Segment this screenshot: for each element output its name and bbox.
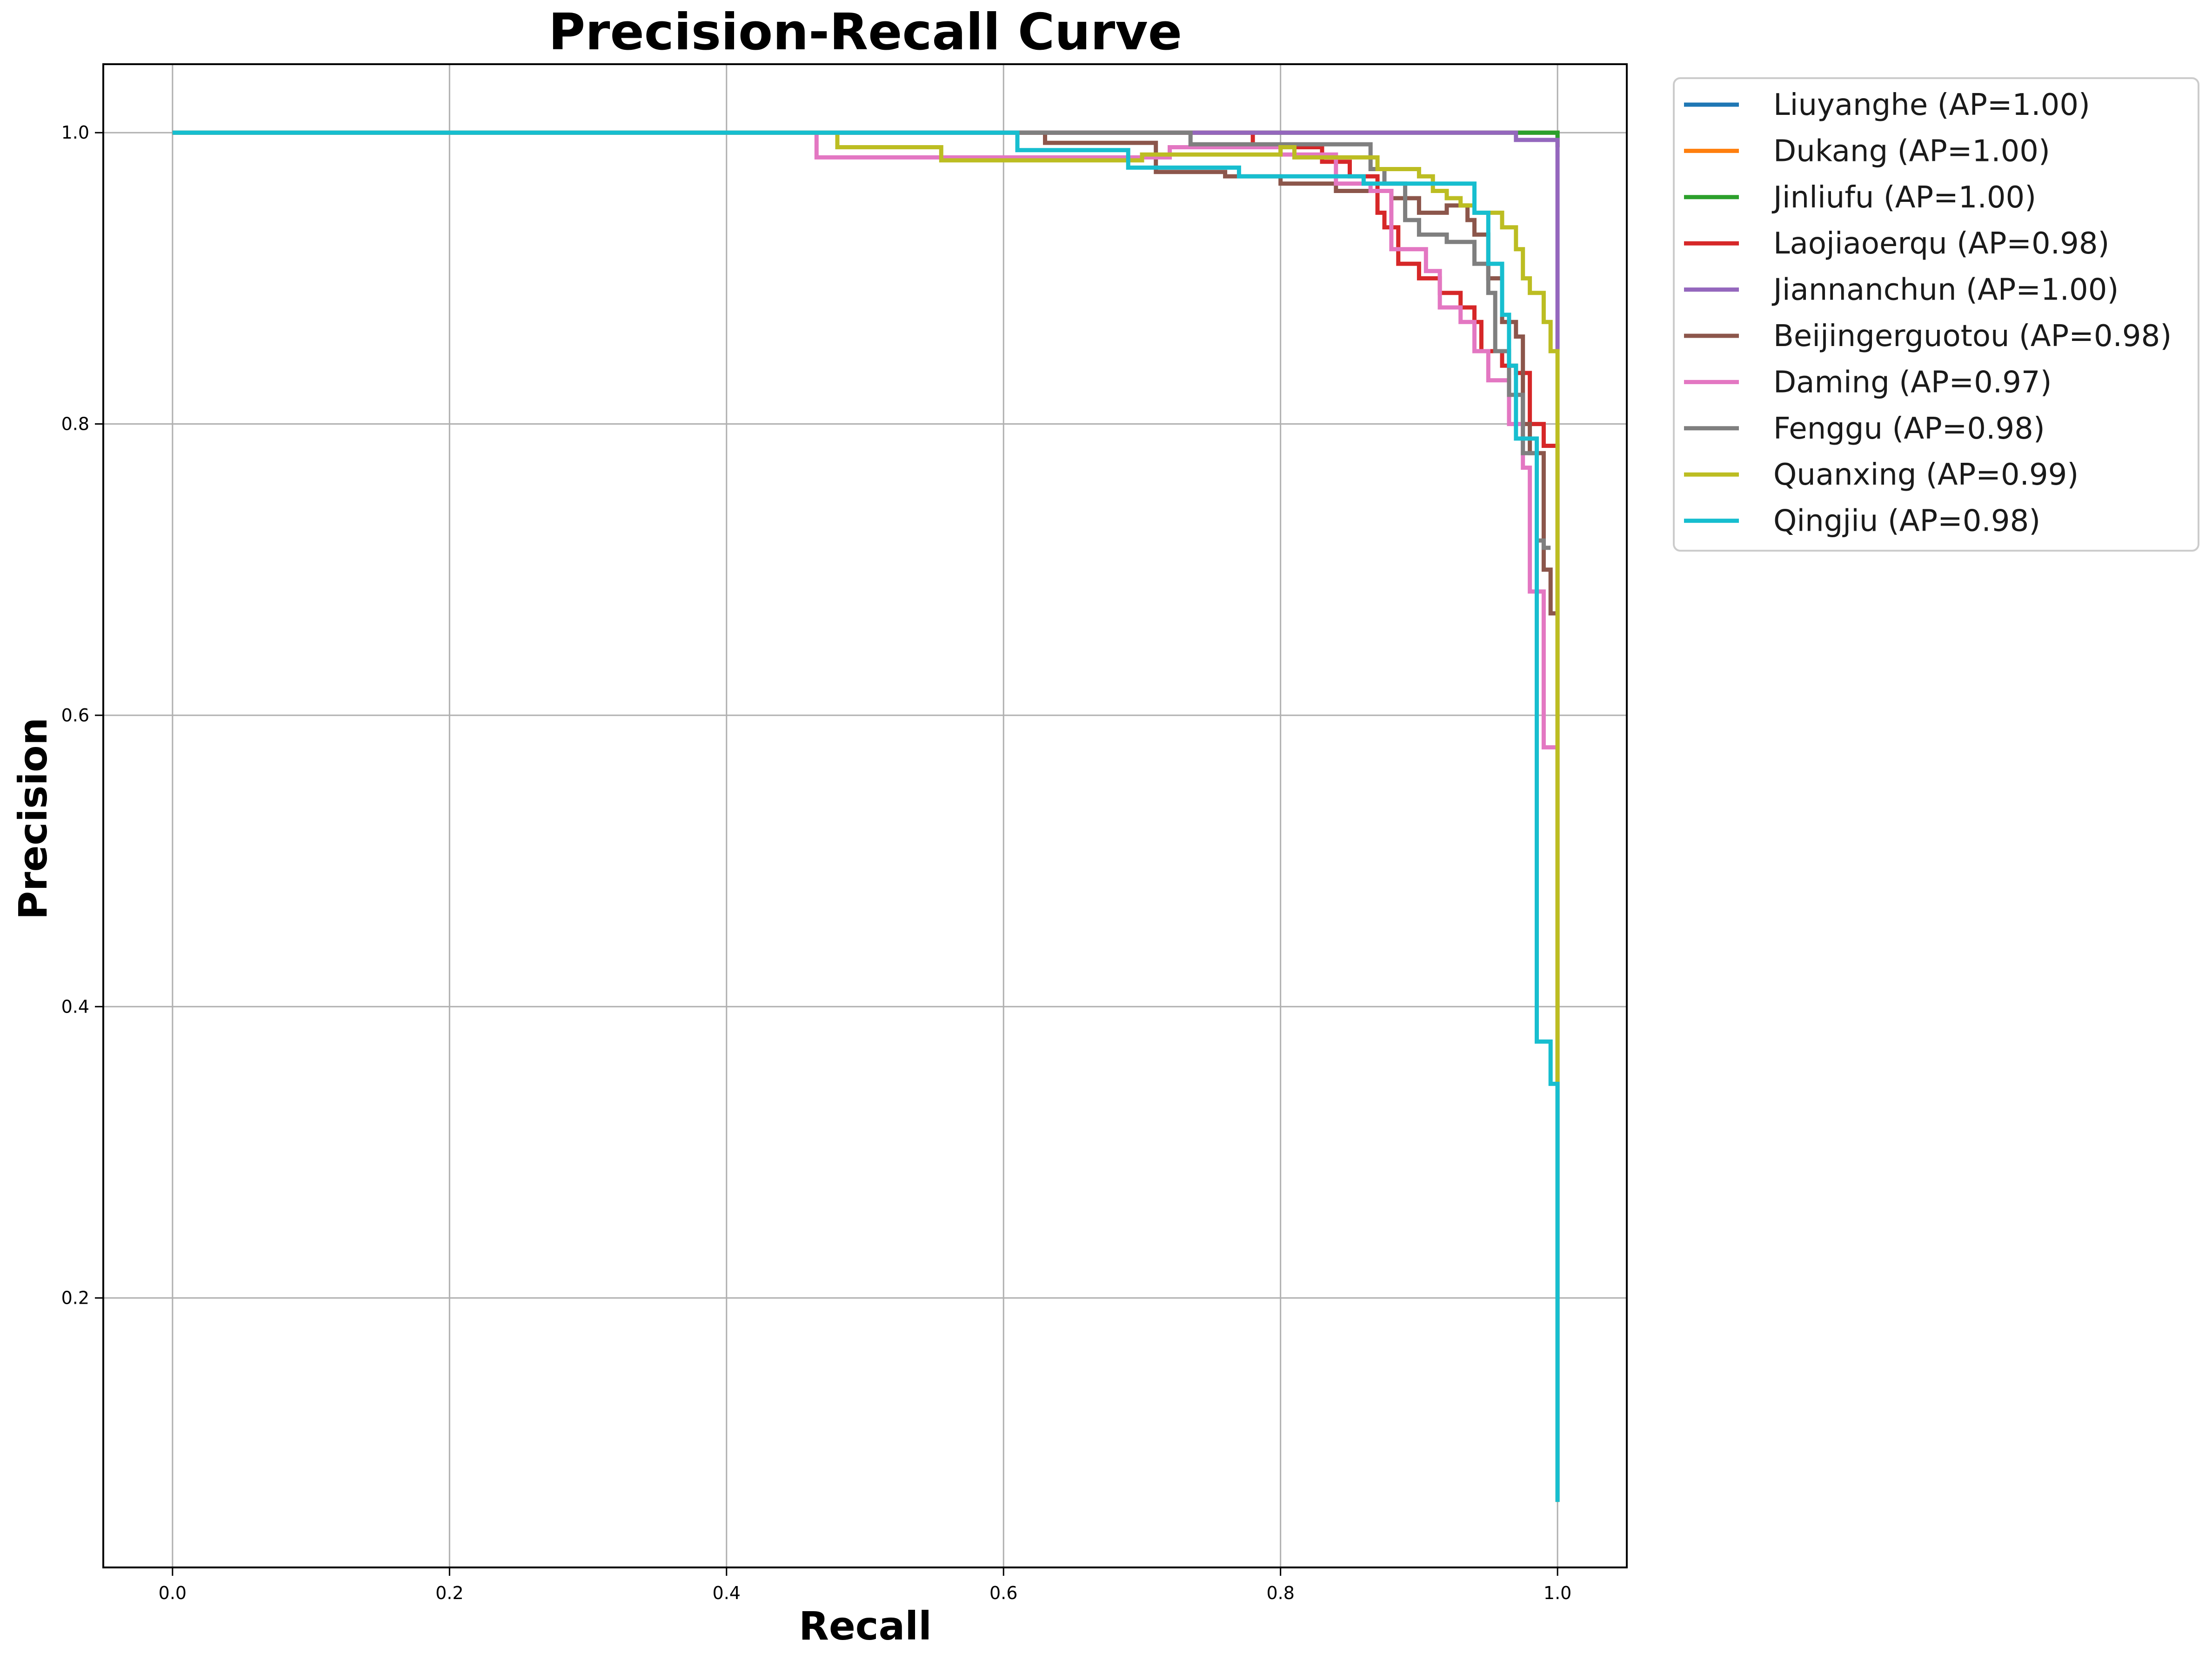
x-tick-label: 0.8 <box>1266 1583 1294 1603</box>
x-tick-label: 1.0 <box>1544 1583 1571 1603</box>
legend-label-beijingerguotou: Beijingerguotou (AP=0.98) <box>1773 319 2172 353</box>
legend-label-laojiaoerqu: Laojiaoerqu (AP=0.98) <box>1773 227 2110 261</box>
series-line-jiannanchun <box>172 130 1560 351</box>
chart-title: Precision-Recall Curve <box>548 3 1182 61</box>
y-tick-label: 1.0 <box>61 122 89 143</box>
x-axis-label: Recall <box>799 1603 932 1649</box>
series-line-qingjiu <box>172 130 1560 1502</box>
legend-label-daming: Daming (AP=0.97) <box>1773 365 2052 400</box>
legend-label-fenggu: Fenggu (AP=0.98) <box>1773 412 2045 446</box>
legend-label-dukang: Dukang (AP=1.00) <box>1773 134 2050 168</box>
x-tick-label: 0.4 <box>713 1583 741 1603</box>
y-tick-label: 0.2 <box>61 1288 89 1308</box>
series-line-beijingerguotou <box>172 130 1558 616</box>
x-tick-label: 0.0 <box>159 1583 187 1603</box>
legend-label-qingjiu: Qingjiu (AP=0.98) <box>1773 504 2040 539</box>
x-axis-ticks: 0.0 0.2 0.4 0.6 0.8 1.0 <box>159 1567 1571 1603</box>
series-line-quanxing <box>172 130 1560 1502</box>
y-tick-label: 0.4 <box>61 996 89 1017</box>
x-tick-label: 0.6 <box>989 1583 1017 1603</box>
y-tick-label: 0.8 <box>61 414 89 434</box>
y-tick-label: 0.6 <box>61 705 89 726</box>
legend-box <box>1673 77 2199 552</box>
legend-label-quanxing: Quanxing (AP=0.99) <box>1773 458 2078 492</box>
x-tick-label: 0.2 <box>435 1583 463 1603</box>
legend: Liuyanghe (AP=1.00) Dukang (AP=1.00) Jinli… <box>1673 77 2199 552</box>
curves <box>172 130 1560 1502</box>
y-axis-label: Precision <box>10 718 56 920</box>
legend-label-jiannanchun: Jiannanchun (AP=1.00) <box>1771 273 2118 307</box>
plot-frame <box>102 63 1628 1568</box>
y-axis-ticks: 0.2 0.4 0.6 0.8 1.0 <box>61 122 103 1308</box>
legend-label-jinliufu: Jinliufu (AP=1.00) <box>1771 180 2036 215</box>
legend-label-liuyanghe: Liuyanghe (AP=1.00) <box>1773 88 2090 122</box>
